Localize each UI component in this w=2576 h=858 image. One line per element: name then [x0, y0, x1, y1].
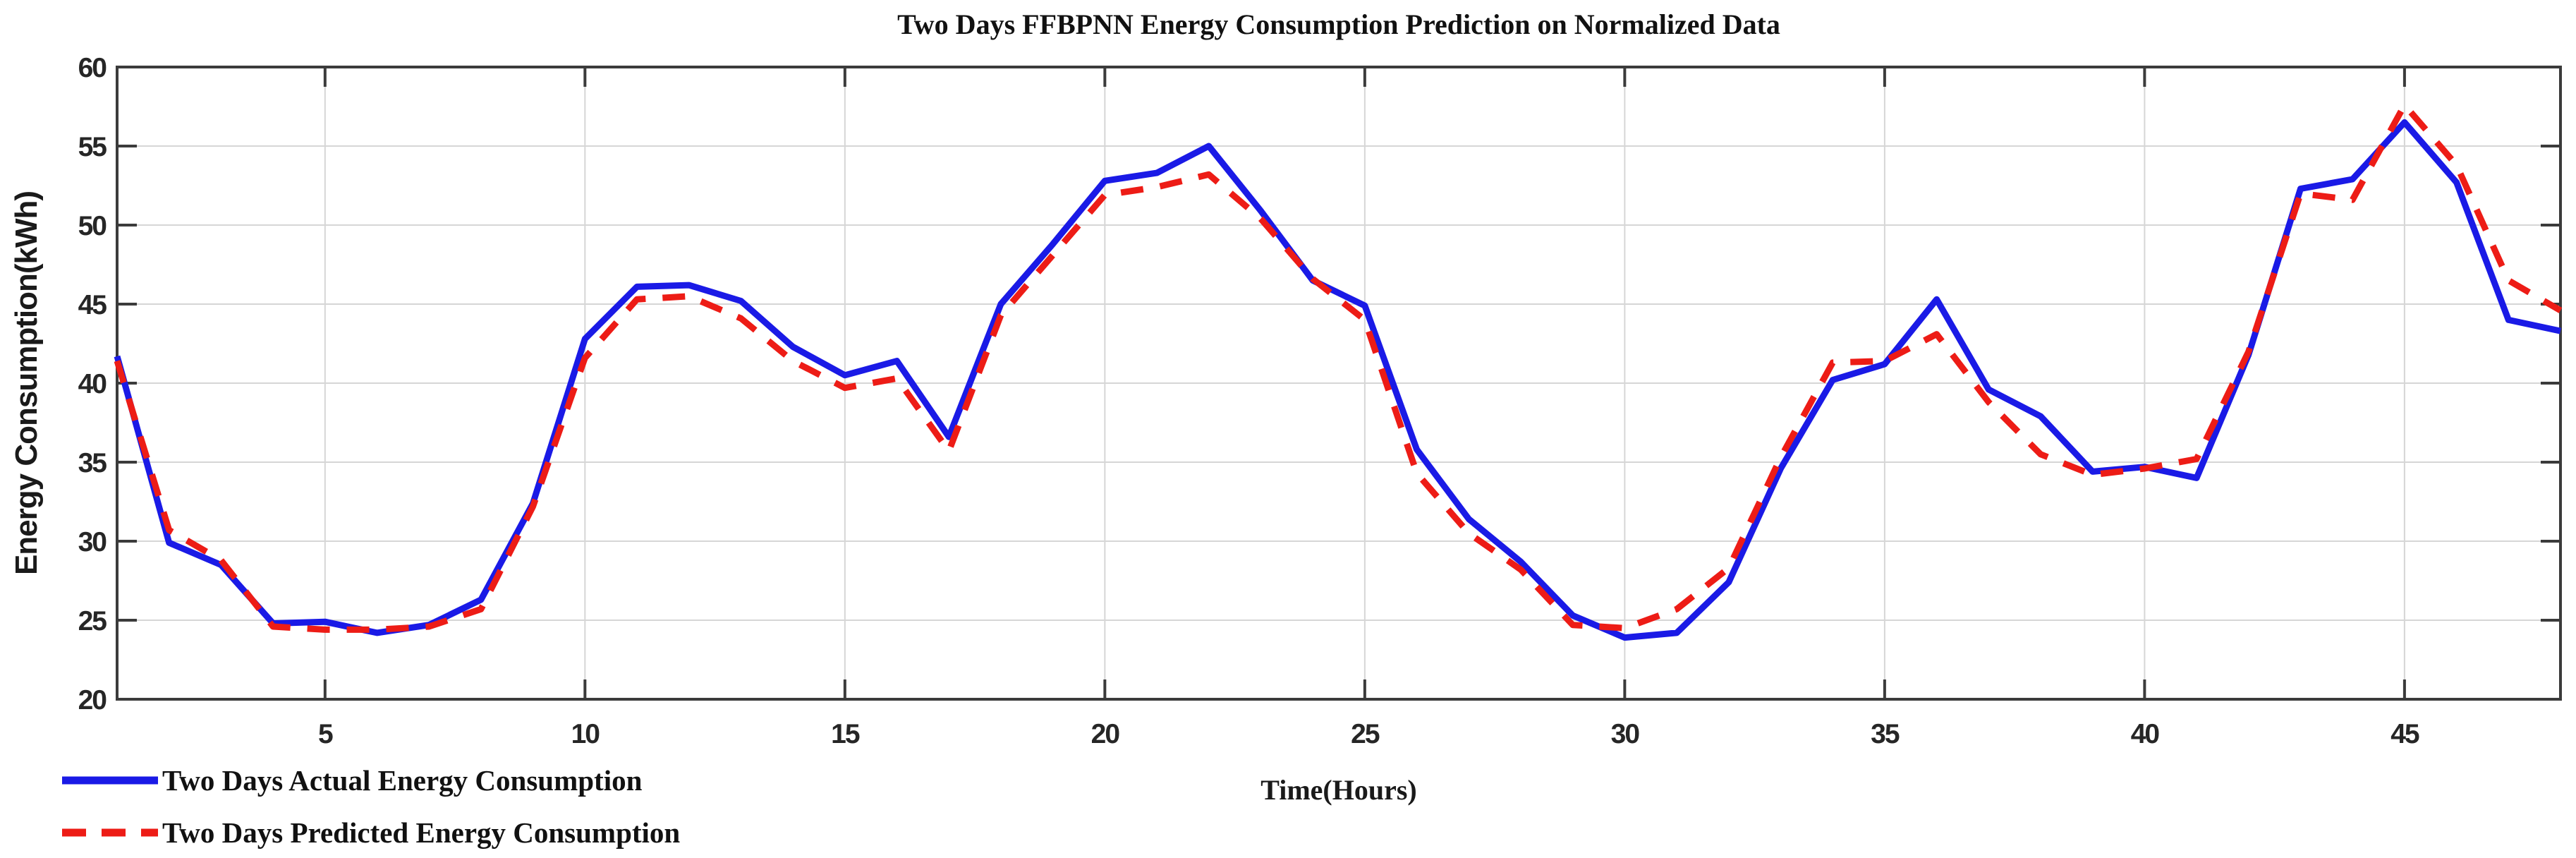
y-axis-label: Energy Consumption(kWh) [9, 191, 44, 575]
y-tick-label: 50 [78, 211, 107, 241]
x-tick-label: 30 [1611, 719, 1640, 749]
x-tick-label: 20 [1091, 719, 1120, 749]
x-tick-label: 40 [2131, 719, 2160, 749]
predicted-series-line [114, 102, 2563, 633]
x-tick-label: 35 [1871, 719, 1900, 749]
x-tick-label: 25 [1351, 719, 1380, 749]
x-tick-label: 45 [2390, 719, 2419, 749]
y-tick-label: 60 [78, 53, 107, 83]
y-tick-label: 55 [78, 132, 107, 162]
x-tick-label: 10 [571, 719, 600, 749]
data-series [114, 102, 2563, 641]
actual-series-line [114, 119, 2561, 641]
legend-label-actual: Two Days Actual Energy Consumption [162, 764, 643, 797]
legend: Two Days Actual Energy Consumption Two D… [62, 764, 680, 849]
chart-title: Two Days FFBPNN Energy Consumption Predi… [897, 8, 1780, 40]
x-tick-label: 15 [831, 719, 860, 749]
x-tick-label: 5 [318, 719, 333, 749]
y-tick-label: 25 [78, 606, 107, 636]
axis-tick-labels: 5 10 15 20 25 30 35 40 45 20 25 30 35 40 45 50 55 60 [78, 53, 2421, 749]
y-tick-label: 45 [78, 290, 107, 320]
legend-label-predicted: Two Days Predicted Energy Consumption [162, 816, 680, 849]
y-tick-label: 35 [78, 448, 107, 478]
x-axis-label: Time(Hours) [1260, 774, 1416, 806]
y-tick-label: 40 [78, 369, 107, 399]
y-tick-label: 20 [78, 685, 107, 715]
y-tick-label: 30 [78, 527, 107, 557]
gridlines [117, 67, 2560, 699]
